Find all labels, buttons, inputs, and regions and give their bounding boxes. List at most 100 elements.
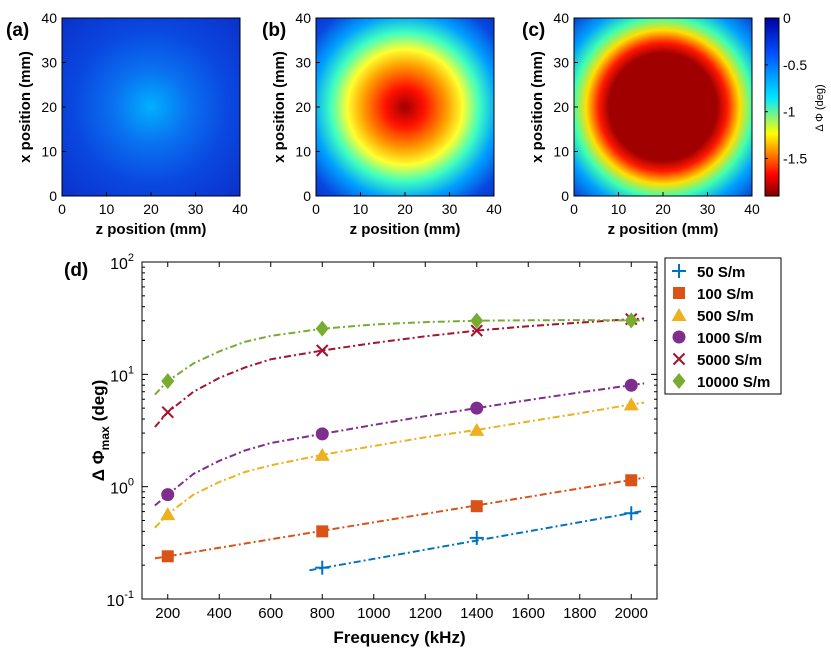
legend-entry-label: 100 S/m — [697, 286, 754, 303]
y-tick-label: 10-1 — [106, 589, 134, 610]
data-point-square — [673, 287, 685, 299]
x-tick-label: 30 — [442, 201, 458, 217]
panel-label: (b) — [262, 20, 286, 41]
y-tick-label: 40 — [295, 10, 311, 26]
data-point-circle — [161, 488, 175, 502]
x-axis-title: z position (mm) — [350, 221, 461, 238]
x-tick-label: 1600 — [512, 605, 545, 622]
x-tick-label: 1000 — [357, 605, 390, 622]
x-tick-label: 800 — [310, 605, 335, 622]
heatmap-image — [316, 18, 494, 196]
data-point-circle — [672, 330, 686, 344]
y-tick-label: 0 — [303, 188, 311, 204]
legend-entry-label: 5000 S/m — [697, 352, 762, 369]
x-tick-label: 40 — [486, 201, 502, 217]
y-axis-title: x position (mm) — [17, 51, 34, 163]
y-tick-label: 10 — [41, 144, 57, 160]
heatmap-image — [574, 18, 752, 196]
y-tick-label: 0 — [561, 188, 569, 204]
series-group — [154, 474, 645, 563]
y-tick-label: 20 — [41, 99, 57, 115]
legend-box — [664, 257, 782, 395]
series-fit-line — [154, 317, 645, 428]
x-tick-label: 20 — [397, 201, 413, 217]
legend-entry-label: 500 S/m — [697, 308, 754, 325]
legend-entry-label: 10000 S/m — [697, 374, 770, 391]
data-point-square — [625, 474, 638, 487]
y-tick-label: 40 — [41, 10, 57, 26]
data-point-cross — [672, 352, 686, 366]
series-fit-line — [154, 476, 645, 560]
x-tick-label: 0 — [570, 201, 578, 217]
data-point-plus — [469, 530, 484, 545]
x-axis-title: z position (mm) — [608, 221, 719, 238]
data-point-triangle — [671, 308, 687, 321]
y-axis-title: x position (mm) — [271, 51, 288, 163]
frequency-plot: 200 400 600 800 1000 1200 1400 1600 1800 2000 10-1… — [64, 252, 782, 647]
heatmap-panel: 0 10 20 30 40 0 10 20 30 40 z position (mm) x posit… — [262, 10, 502, 238]
y-tick-label: 30 — [295, 55, 311, 71]
x-tick-label: 2000 — [615, 605, 648, 622]
x-tick-label: 30 — [188, 201, 204, 217]
heatmap-image — [62, 18, 240, 196]
x-tick-label: 20 — [143, 201, 159, 217]
data-point-square — [161, 550, 174, 563]
series-group — [154, 397, 645, 529]
colorbar-title: Δ Φ (deg) — [814, 84, 826, 131]
y-tick-label: 30 — [41, 55, 57, 71]
x-tick-label: 1200 — [409, 605, 442, 622]
colorbar-gradient — [764, 17, 780, 197]
x-tick-label: 30 — [700, 201, 716, 217]
y-tick-label: 20 — [553, 99, 569, 115]
x-axis-title: z position (mm) — [96, 221, 207, 238]
data-point-cross — [316, 344, 329, 357]
data-point-diamond — [315, 320, 329, 337]
x-tick-label: 400 — [207, 605, 232, 622]
data-point-cross — [161, 406, 174, 419]
series-group — [309, 506, 645, 575]
colorbar-tick-label: -1.5 — [783, 151, 807, 167]
data-point-square — [316, 525, 329, 538]
legend-entry-label: 1000 S/m — [697, 330, 762, 347]
data-point-triangle — [314, 447, 330, 461]
panel-label: (d) — [64, 260, 88, 281]
x-tick-label: 0 — [312, 201, 320, 217]
heatmap-panel: 0 10 20 30 40 0 10 20 30 40 z position (mm) x posit… — [6, 10, 248, 238]
heatmap-panel: 0 10 20 30 40 0 10 20 30 40 z position (mm) x posit… — [522, 10, 760, 238]
data-point-plus — [624, 506, 639, 521]
x-tick-label: 40 — [744, 201, 760, 217]
data-point-triangle — [160, 507, 176, 521]
x-tick-label: 1400 — [460, 605, 493, 622]
series-fit-line — [154, 319, 645, 396]
x-tick-label: 20 — [655, 201, 671, 217]
data-point-plus — [315, 560, 330, 575]
data-point-triangle — [469, 422, 485, 436]
x-tick-label: 200 — [155, 605, 180, 622]
x-tick-label: 10 — [353, 201, 369, 217]
y-tick-label: 102 — [110, 252, 134, 273]
data-point-triangle — [623, 397, 639, 411]
y-axis-title: x position (mm) — [529, 51, 546, 163]
y-tick-label: 101 — [110, 364, 134, 385]
x-tick-label: 10 — [99, 201, 115, 217]
colorbar-tick-label: -1 — [783, 104, 796, 120]
data-point-cross — [470, 324, 483, 337]
series-fit-line — [154, 401, 645, 529]
x-axis-title: Frequency (kHz) — [333, 628, 465, 647]
panel-label: (a) — [6, 20, 29, 41]
y-tick-label: 30 — [553, 55, 569, 71]
x-tick-label: 10 — [611, 201, 627, 217]
data-point-diamond — [161, 373, 175, 390]
series-group — [154, 312, 645, 428]
series-group — [154, 378, 645, 507]
x-tick-label: 1800 — [563, 605, 596, 622]
data-point-diamond — [672, 373, 686, 389]
data-point-circle — [624, 378, 638, 392]
legend-entry-label: 50 S/m — [697, 264, 745, 281]
data-point-diamond — [470, 312, 484, 329]
series-fit-line — [154, 382, 645, 507]
x-tick-label: 40 — [232, 201, 248, 217]
colorbar-tick-label: 0 — [783, 10, 791, 26]
colorbar-tick-label: -0.5 — [783, 57, 807, 73]
